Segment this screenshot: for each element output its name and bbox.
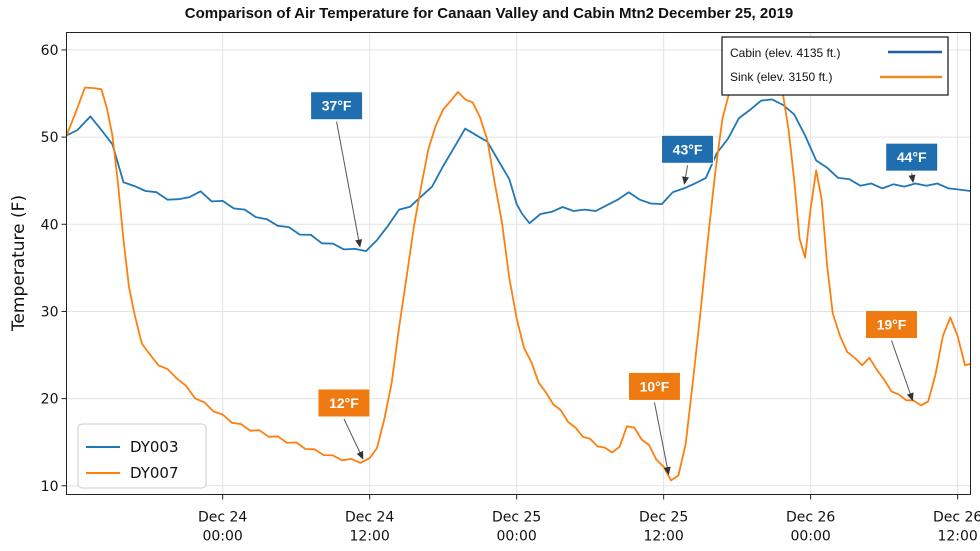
annotation-arrow-line — [684, 165, 689, 179]
annotation-label: 44°F — [897, 149, 927, 165]
plot-frame — [66, 32, 971, 495]
annotation-arrow-head — [906, 392, 914, 402]
annotation-box — [627, 371, 681, 401]
legend-main: DY003 DY007 — [77, 423, 207, 489]
legend-inset: Cabin (elev. 4135 ft.) Sink (elev. 3150 … — [721, 36, 949, 96]
legend-inset-label-cabin: Cabin (elev. 4135 ft.) — [730, 46, 841, 60]
x-tick-label-line2: 00:00 — [790, 529, 830, 545]
x-tick-label-line2: 12:00 — [349, 529, 389, 545]
annotation-arrow-head — [356, 450, 364, 460]
annotation-arrow-line — [336, 121, 360, 241]
x-tick-label-line2: 12:00 — [937, 529, 977, 545]
annotation-arrow-head — [355, 239, 363, 248]
annotation-arrow-head — [682, 176, 690, 185]
annotation-label: 10°F — [640, 378, 670, 394]
x-tick-label-line1: Dec 24 — [198, 510, 247, 526]
x-tick-label-line1: Dec 26 — [933, 510, 980, 526]
annotation-label: 19°F — [877, 317, 907, 333]
chart-title: Comparison of Air Temperature for Canaan… — [185, 5, 794, 22]
annotation-box — [661, 134, 715, 164]
annotation-arrow-line — [891, 340, 912, 395]
series-lines — [65, 54, 971, 482]
legend-inset-box — [721, 36, 949, 96]
annotation-arrow-line — [653, 402, 668, 469]
annotation-arrow-head — [908, 174, 916, 184]
y-tick-label: 50 — [41, 130, 59, 146]
x-tick-label-line1: Dec 24 — [345, 510, 394, 526]
x-tick-label-line2: 00:00 — [496, 529, 536, 545]
legend-main-label-dy007: DY007 — [130, 464, 179, 482]
x-tick-label-line2: 00:00 — [202, 529, 242, 545]
x-tick-label-line1: Dec 26 — [786, 510, 835, 526]
x-axis-ticks: Dec 24 00:00 Dec 24 12:00 Dec 25 00:00 Dec 25 1… — [198, 494, 980, 545]
series-line-dy007 — [65, 54, 971, 482]
annotation-arrow-head — [663, 466, 671, 476]
legend-inset-label-sink: Sink (elev. 3150 ft.) — [730, 70, 833, 84]
legend-main-label-dy003: DY003 — [130, 438, 179, 456]
series-line-dy003 — [66, 98, 971, 252]
y-tick-label: 20 — [41, 392, 59, 408]
y-tick-label: 30 — [41, 304, 59, 320]
annotation-arrow-line — [343, 418, 361, 454]
annotation-label: 12°F — [329, 395, 359, 411]
annotations: 37°F 43°F 44°F 12°F 10°F 19°F — [310, 91, 939, 476]
y-tick-label: 40 — [41, 217, 59, 233]
annotation-label: 43°F — [673, 141, 703, 157]
y-tick-label: 60 — [41, 43, 59, 59]
annotation-box — [864, 310, 918, 340]
y-tick-label: 10 — [41, 479, 59, 495]
y-axis-ticks: 10 20 30 40 50 60 — [41, 43, 67, 495]
y-axis-label: Temperature (F) — [9, 195, 29, 332]
x-tick-label-line1: Dec 25 — [639, 510, 688, 526]
x-tick-label-line1: Dec 25 — [492, 510, 541, 526]
gridlines — [66, 32, 971, 495]
annotation-box — [310, 91, 364, 121]
x-tick-label-line2: 12:00 — [643, 529, 683, 545]
annotation-box — [885, 142, 939, 172]
annotation-label: 37°F — [322, 98, 352, 114]
annotation-box — [317, 388, 371, 418]
